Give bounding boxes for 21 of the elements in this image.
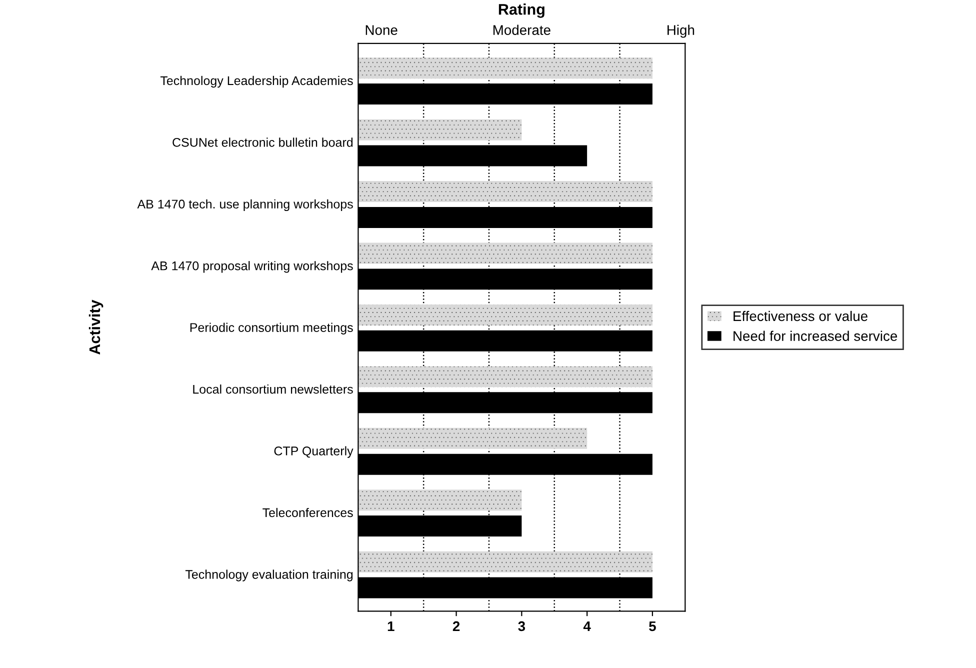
text: None [366,25,398,35]
y-tick-label: Technology Leadership Academies [160,76,353,88]
x-tick-label: 1 [388,621,394,632]
y-tick-label: CTP Quarterly [274,446,354,458]
y-axis-title: Activity [88,300,104,355]
legend-label: Need for increased service [734,330,898,341]
x-tick-label: 5 [649,621,656,632]
y-tick-label: Local consortium newsletters [193,384,353,394]
x2-axis-title: Rating [498,4,544,18]
y-tick-label: AB 1470 tech. use planning workshops [137,199,353,212]
y-tick-label: Periodic consortium meetings [190,322,353,334]
text: Moderate [493,24,550,35]
y-tick-label: Technology evaluation training [185,570,353,582]
y-tick-label: AB 1470 proposal writing workshops [151,261,353,273]
text: High [668,24,694,38]
x-tick-label: 4 [583,621,591,632]
legend-label: Effectiveness or value [734,310,868,322]
x-tick-label: 2 [452,621,460,632]
x-tick-label: 3 [518,621,526,632]
y-tick-label: CSUNet electronic bulletin board [172,138,353,147]
y-tick-label: Teleconferences [262,508,353,518]
